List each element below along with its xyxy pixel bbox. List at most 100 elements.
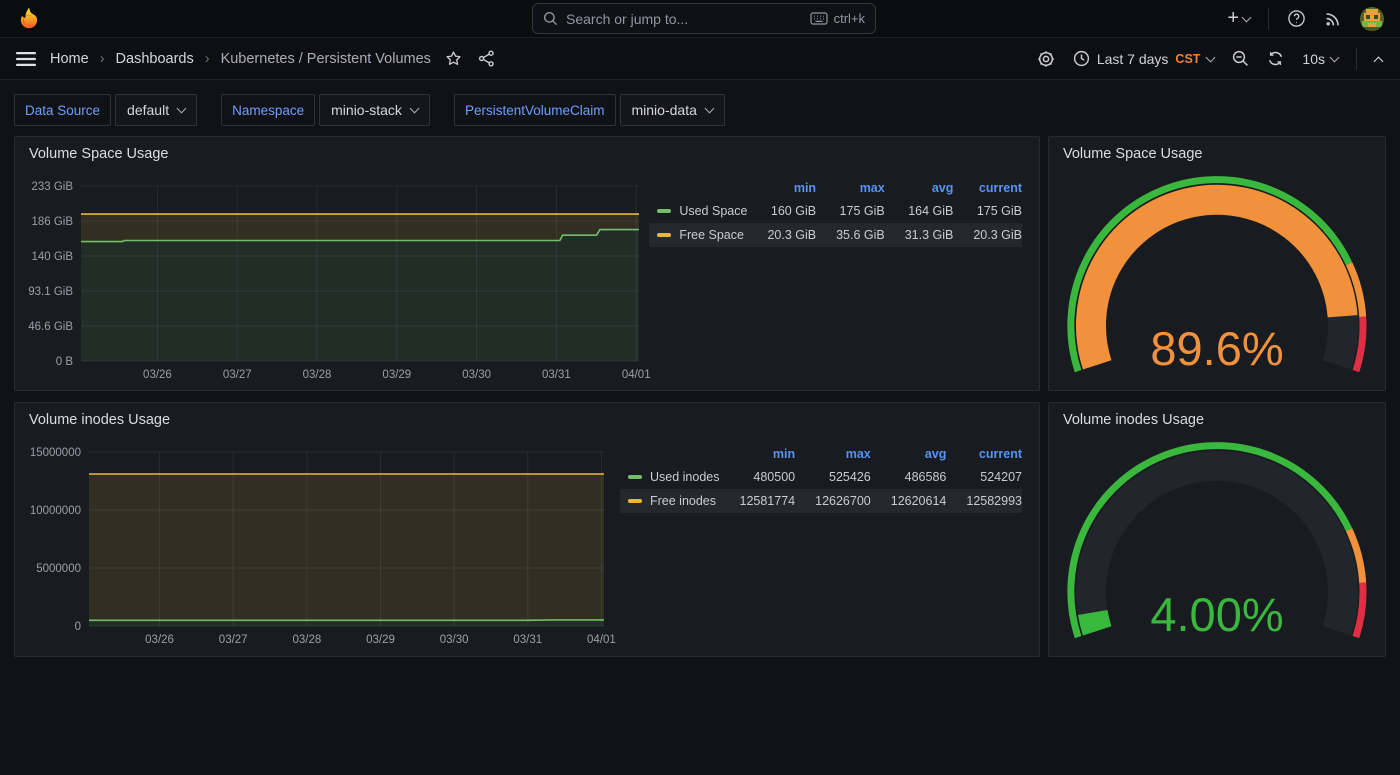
legend-value: 35.6 GiB <box>836 228 885 242</box>
breadcrumb-dashboards[interactable]: Dashboards <box>115 50 194 67</box>
svg-text:03/31: 03/31 <box>513 634 542 646</box>
variable-label[interactable]: Namespace <box>221 94 316 126</box>
chevron-down-icon <box>176 103 187 114</box>
gauge-value-text: 4.00% <box>1150 588 1283 641</box>
help-icon[interactable] <box>1287 9 1306 28</box>
legend-value: 12582993 <box>966 494 1022 508</box>
legend-series-name[interactable]: Used Space <box>649 199 747 223</box>
chevron-down-icon <box>1205 52 1216 62</box>
dashboard-canvas: Volume Space Usage 0 B 46.6 GiB 93.1 GiB 14… <box>0 126 1400 773</box>
chart-legend: min max avg current Used Space 160 GiB 175 GiB… <box>649 179 1022 247</box>
top-nav-bar: Search or jump to... ctrl+k + <box>0 0 1400 38</box>
search-placeholder: Search or jump to... <box>566 10 689 27</box>
legend-value: 480500 <box>753 470 796 484</box>
breadcrumb-home[interactable]: Home <box>50 50 89 67</box>
time-series-chart[interactable]: 0 5000000 10000000 15000000 03/26 03/27 03/28 0… <box>15 403 1039 656</box>
legend-value: 486586 <box>904 470 947 484</box>
legend-table: min max avg current Used Space 160 GiB 175 GiB… <box>649 179 1022 247</box>
svg-text:03/28: 03/28 <box>292 634 321 646</box>
breadcrumb-current: Kubernetes / Persistent Volumes <box>220 50 431 67</box>
time-series-chart[interactable]: 0 B 46.6 GiB 93.1 GiB 140 GiB 186 GiB 233 GiB… <box>15 137 1039 390</box>
legend-row: Used Space 160 GiB 175 GiB 164 GiB 175 GiB <box>649 199 1022 223</box>
breadcrumb: Home › Dashboards › Kubernetes / Persist… <box>50 51 431 67</box>
new-button[interactable]: + <box>1227 6 1252 29</box>
divider <box>1356 47 1357 70</box>
svg-text:04/01: 04/01 <box>622 369 651 381</box>
variable-label[interactable]: Data Source <box>14 94 112 126</box>
legend-series-swatch <box>628 499 642 503</box>
news-icon[interactable] <box>1324 10 1342 28</box>
legend-row: Free Space 20.3 GiB 35.6 GiB 31.3 GiB 20.3 G… <box>649 223 1022 247</box>
zoom-out-icon[interactable] <box>1232 50 1249 67</box>
gauge-value-text: 89.6% <box>1150 322 1283 375</box>
panel-title[interactable]: Volume Space Usage <box>1063 146 1203 162</box>
svg-text:03/31: 03/31 <box>542 369 571 381</box>
legend-value: 20.3 GiB <box>767 228 817 242</box>
legend-header[interactable]: avg <box>924 447 947 461</box>
svg-text:140 GiB: 140 GiB <box>31 251 73 263</box>
legend-value: 12620614 <box>890 494 947 508</box>
svg-text:0: 0 <box>75 621 81 633</box>
gauge-chart: 4.00% <box>1049 403 1385 656</box>
panel-title[interactable]: Volume Space Usage <box>29 146 169 162</box>
legend-series-name[interactable]: Free Space <box>649 223 747 247</box>
legend-value: 164 GiB <box>908 204 954 218</box>
search-shortcut: ctrl+k <box>809 11 865 26</box>
search-input[interactable]: Search or jump to... ctrl+k <box>532 3 876 34</box>
legend-header[interactable]: max <box>859 181 885 195</box>
plus-icon: + <box>1227 6 1239 29</box>
svg-text:03/30: 03/30 <box>462 369 491 381</box>
svg-text:03/28: 03/28 <box>303 369 332 381</box>
legend-row: Free inodes 12581774 12626700 12620614 12582… <box>620 489 1022 513</box>
legend-value: 12581774 <box>739 494 796 508</box>
panel-title[interactable]: Volume inodes Usage <box>1063 412 1205 428</box>
gauge-chart: 89.6% <box>1049 137 1385 390</box>
svg-text:03/30: 03/30 <box>440 634 469 646</box>
svg-text:93.1 GiB: 93.1 GiB <box>28 286 73 298</box>
svg-text:03/26: 03/26 <box>145 634 174 646</box>
chevron-down-icon <box>1241 12 1252 22</box>
chart-legend: min max avg current Used inodes 480500 525426 4… <box>620 445 1022 513</box>
legend-header[interactable]: current <box>978 447 1022 461</box>
svg-text:03/26: 03/26 <box>143 369 172 381</box>
collapse-up-icon[interactable] <box>1373 52 1384 67</box>
chevron-down-icon <box>704 103 715 114</box>
legend-header[interactable]: max <box>845 447 871 461</box>
share-icon[interactable] <box>478 50 495 67</box>
svg-text:0 B: 0 B <box>56 356 74 368</box>
search-icon <box>543 11 558 26</box>
refresh-interval-picker[interactable]: 10s <box>1302 51 1340 67</box>
legend-header[interactable]: current <box>978 181 1022 195</box>
legend-series-swatch <box>657 209 672 213</box>
legend-header[interactable]: min <box>772 447 796 461</box>
settings-gear-icon[interactable] <box>1037 50 1055 68</box>
legend-header[interactable]: min <box>793 181 817 195</box>
svg-text:04/01: 04/01 <box>587 634 616 646</box>
variable-value-dropdown[interactable]: minio-data <box>619 94 725 126</box>
legend-header[interactable]: avg <box>931 181 954 195</box>
svg-text:15000000: 15000000 <box>30 447 81 459</box>
svg-text:5000000: 5000000 <box>36 563 81 575</box>
legend-series-name[interactable]: Free inodes <box>620 489 720 513</box>
variable-label[interactable]: PersistentVolumeClaim <box>453 94 616 126</box>
legend-series-name[interactable]: Used inodes <box>620 465 720 489</box>
panel-volume-inodes-usage-gauge: Volume inodes Usage 4.00% <box>1048 402 1386 657</box>
legend-value: 525426 <box>829 470 871 484</box>
variable-value-dropdown[interactable]: default <box>115 94 198 126</box>
svg-text:186 GiB: 186 GiB <box>31 216 73 228</box>
refresh-icon[interactable] <box>1267 50 1284 67</box>
user-avatar[interactable] <box>1360 6 1384 31</box>
panel-title[interactable]: Volume inodes Usage <box>29 412 171 428</box>
variable-namespace: Namespace minio-stack <box>221 94 430 126</box>
divider <box>1268 7 1269 30</box>
star-icon[interactable] <box>445 50 462 67</box>
grafana-logo[interactable] <box>16 6 42 32</box>
time-range-picker[interactable]: Last 7 days CST <box>1073 50 1216 67</box>
svg-text:46.6 GiB: 46.6 GiB <box>28 321 73 333</box>
legend-value: 20.3 GiB <box>973 228 1022 242</box>
legend-series-swatch <box>657 233 672 237</box>
variable-value-dropdown[interactable]: minio-stack <box>319 94 430 126</box>
timezone-label: CST <box>1175 51 1201 66</box>
menu-icon[interactable] <box>16 51 36 67</box>
variable-data-source: Data Source default <box>14 94 198 126</box>
